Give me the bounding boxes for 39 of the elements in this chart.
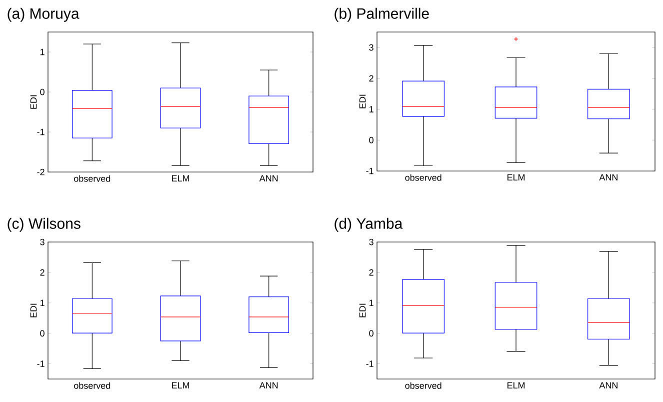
x-tick-label: ELM <box>507 174 525 180</box>
y-tick-label: 1 <box>369 300 374 306</box>
x-tick-label: observed <box>405 382 442 389</box>
y-tick-label: 3 <box>40 238 44 246</box>
x-tick-label: observed <box>405 174 442 181</box>
y-tick-label: 0 <box>40 330 44 337</box>
y-tick-label: -1 <box>37 360 44 367</box>
y-tick-label: -1 <box>366 168 374 174</box>
x-tick-label: ANN <box>599 174 618 180</box>
x-tick-label: observed <box>74 175 110 182</box>
y-tick-label: 3 <box>369 44 374 51</box>
y-tick-label: 2 <box>40 269 44 276</box>
y-tick-label: -1 <box>366 360 374 367</box>
y-tick-label: 2 <box>369 75 374 82</box>
y-tick-label: 1 <box>40 300 44 306</box>
x-tick-label: observed <box>74 382 110 389</box>
x-tick-label: ELM <box>172 175 190 182</box>
x-tick-label: ANN <box>599 382 618 388</box>
y-tick-label: 1 <box>40 48 44 56</box>
x-tick-label: ELM <box>172 382 190 388</box>
y-tick-label: 0 <box>369 136 374 144</box>
y-tick-label: 1 <box>369 106 374 112</box>
chart-title: (b) Palmerville <box>334 8 429 22</box>
chart-title: (a) Moruya <box>8 8 80 22</box>
y-axis-title: EDI <box>30 304 37 318</box>
chart-title: (d) Yamba <box>334 218 403 232</box>
y-tick-label: 3 <box>369 238 374 246</box>
y-axis-title: EDI <box>30 95 37 109</box>
y-axis-title: EDI <box>359 94 366 108</box>
y-axis-title: EDI <box>359 304 366 318</box>
y-tick-label: 0 <box>369 330 374 337</box>
y-tick-label: -2 <box>37 168 44 176</box>
y-tick-label: -1 <box>37 128 44 136</box>
y-tick-label: 2 <box>369 269 374 276</box>
x-tick-label: ANN <box>259 175 278 182</box>
x-tick-label: ELM <box>507 382 525 388</box>
x-tick-label: ANN <box>259 382 278 388</box>
y-tick-label: 0 <box>40 88 44 96</box>
chart-title: (c) Wilsons <box>8 218 80 232</box>
